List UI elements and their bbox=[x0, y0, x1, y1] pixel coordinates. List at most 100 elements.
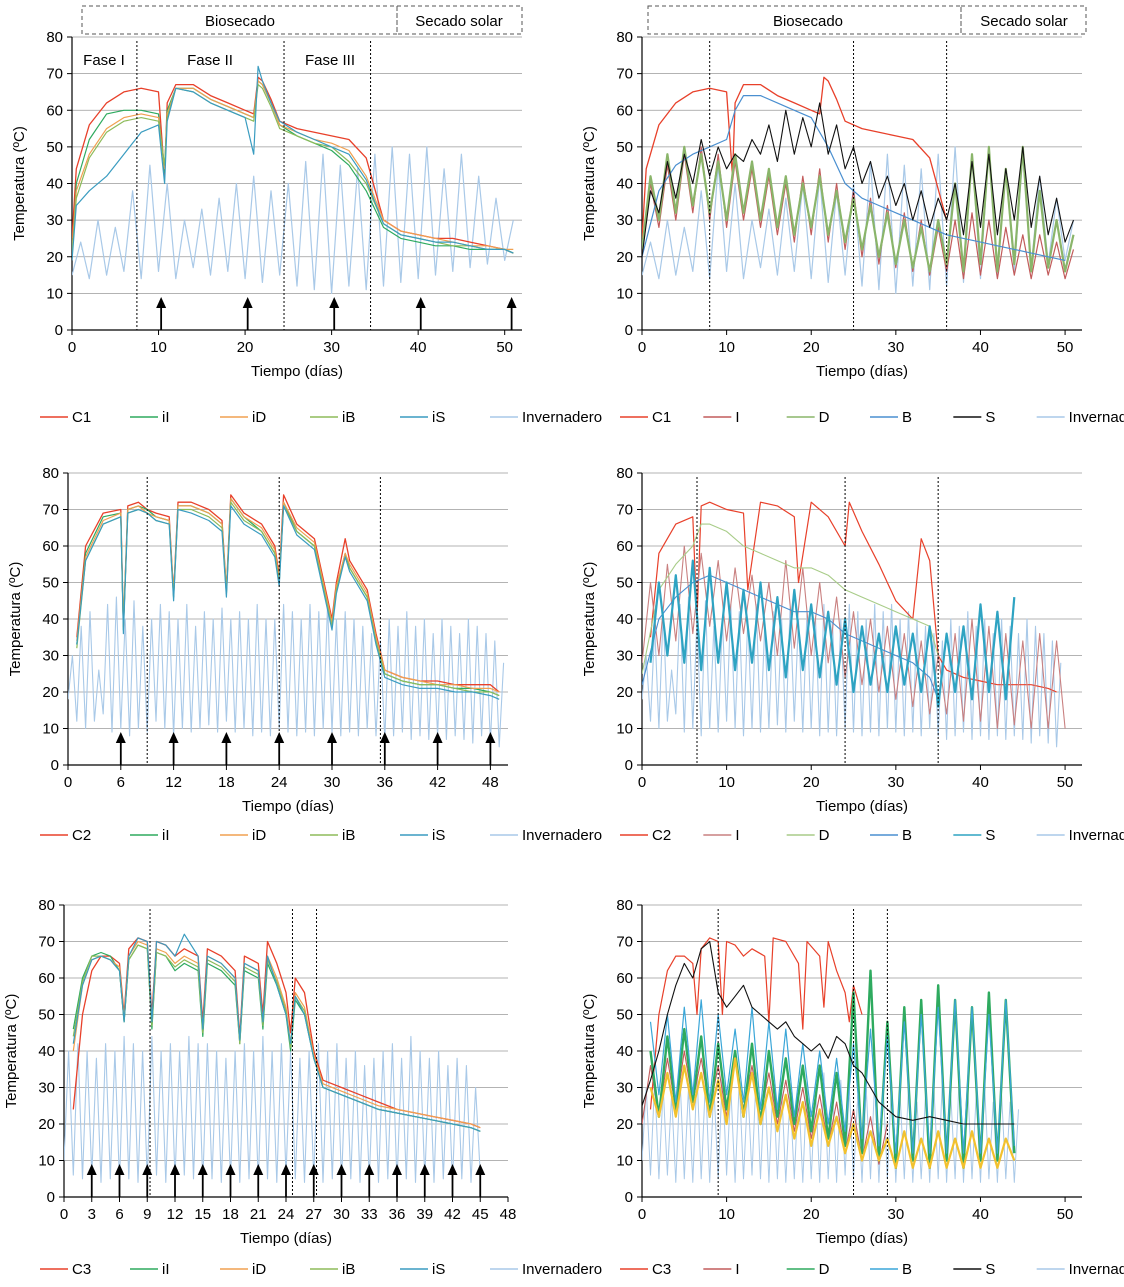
series-line-invernadero bbox=[64, 1035, 481, 1183]
x-tick-label: 36 bbox=[376, 774, 393, 791]
x-tick-label: 20 bbox=[803, 774, 820, 791]
x-tick-label: 33 bbox=[361, 1206, 378, 1223]
legend-label: Invernadero bbox=[1069, 409, 1124, 426]
y-tick-label: 30 bbox=[616, 648, 633, 665]
turning-arrow-head bbox=[168, 732, 179, 743]
x-tick-label: 50 bbox=[496, 339, 513, 356]
chart-c2-internal: 0 10 20 30 40 50 60 70 80 0 6 12 18 24 30 36 42 48 Tiempo … bbox=[7, 465, 602, 844]
x-tick-label: 15 bbox=[194, 1206, 211, 1223]
legend-label: S bbox=[985, 409, 995, 426]
y-tick-label: 10 bbox=[616, 285, 633, 302]
turning-arrow-head bbox=[415, 297, 426, 308]
x-tick-label: 20 bbox=[237, 339, 254, 356]
y-tick-label: 20 bbox=[42, 684, 59, 701]
turning-arrow-head bbox=[221, 732, 232, 743]
series-line-ii bbox=[76, 498, 500, 697]
x-axis-title: Tiempo (días) bbox=[816, 363, 908, 380]
series-line-c2 bbox=[76, 494, 500, 693]
y-tick-label: 70 bbox=[38, 934, 55, 951]
y-tick-label: 60 bbox=[38, 970, 55, 987]
legend-label: C3 bbox=[72, 1261, 91, 1278]
y-tick-label: 50 bbox=[42, 575, 59, 592]
turning-arrow-head bbox=[86, 1164, 97, 1175]
y-tick-label: 40 bbox=[38, 1043, 55, 1060]
series-line-is bbox=[72, 933, 481, 1132]
turning-arrow-head bbox=[419, 1164, 430, 1175]
turning-arrow-head bbox=[274, 732, 285, 743]
y-tick-label: 10 bbox=[616, 1153, 633, 1170]
legend-label: B bbox=[902, 1261, 912, 1278]
y-tick-label: 80 bbox=[616, 897, 633, 914]
turning-arrow-head bbox=[485, 732, 496, 743]
x-tick-label: 50 bbox=[1057, 1206, 1074, 1223]
legend-label: I bbox=[735, 409, 739, 426]
y-tick-label: 50 bbox=[38, 1007, 55, 1024]
y-tick-label: 20 bbox=[616, 1116, 633, 1133]
legend-label: C1 bbox=[652, 409, 671, 426]
x-tick-label: 12 bbox=[167, 1206, 184, 1223]
y-tick-label: 50 bbox=[616, 575, 633, 592]
y-tick-label: 40 bbox=[46, 176, 63, 193]
y-tick-label: 60 bbox=[42, 538, 59, 555]
y-tick-label: 80 bbox=[616, 29, 633, 46]
x-tick-label: 0 bbox=[68, 339, 76, 356]
legend-label: iS bbox=[432, 827, 445, 844]
y-tick-label: 40 bbox=[616, 1043, 633, 1060]
y-tick-label: 70 bbox=[616, 66, 633, 83]
series-line-is bbox=[72, 65, 514, 261]
x-tick-label: 48 bbox=[500, 1206, 517, 1223]
turning-arrow-head bbox=[115, 732, 126, 743]
series-line-b bbox=[642, 574, 939, 700]
legend-label: iD bbox=[252, 409, 266, 426]
y-axis-title: Temperatura (ºC) bbox=[11, 126, 28, 241]
x-tick-label: 0 bbox=[638, 1206, 646, 1223]
y-tick-label: 20 bbox=[616, 249, 633, 266]
chart-c2-surface: 0 10 20 30 40 50 60 70 80 0 10 20 30 40 50 Tiempo (días… bbox=[581, 465, 1124, 844]
x-tick-label: 20 bbox=[803, 1206, 820, 1223]
phase-labels: Fase I Fase II Fase III bbox=[83, 52, 355, 69]
x-tick-label: 27 bbox=[305, 1206, 322, 1223]
x-tick-label: 6 bbox=[117, 774, 125, 791]
y-tick-label: 80 bbox=[46, 29, 63, 46]
y-axis-title: Temperatura (ºC) bbox=[7, 562, 24, 677]
y-tick-label: 20 bbox=[46, 249, 63, 266]
series-line-b bbox=[649, 999, 1015, 1154]
y-tick-label: 20 bbox=[616, 684, 633, 701]
legend-label: C1 bbox=[72, 409, 91, 426]
x-tick-label: 24 bbox=[271, 774, 288, 791]
turning-arrow-head bbox=[506, 297, 517, 308]
y-tick-label: 80 bbox=[42, 465, 59, 482]
x-axis-title: Tiempo (días) bbox=[816, 1230, 908, 1247]
turning-arrow-head bbox=[308, 1164, 319, 1175]
series-line-ii bbox=[72, 944, 481, 1132]
y-tick-label: 50 bbox=[46, 139, 63, 156]
y-tick-label: 10 bbox=[46, 285, 63, 302]
plot-area bbox=[642, 76, 1075, 294]
x-tick-label: 0 bbox=[60, 1206, 68, 1223]
x-tick-label: 10 bbox=[718, 339, 735, 356]
legend-label: C2 bbox=[72, 827, 91, 844]
x-axis-title: Tiempo (días) bbox=[242, 798, 334, 815]
legend-label: iD bbox=[252, 1261, 266, 1278]
biosecado-box-left bbox=[81, 5, 398, 35]
series-line-c1 bbox=[642, 76, 948, 239]
chart-c1-surface: 0 10 20 30 40 50 60 70 80 0 10 20 30 40 50 Tiempo (días… bbox=[581, 29, 1124, 426]
y-tick-label: 30 bbox=[38, 1080, 55, 1097]
y-tick-label: 0 bbox=[47, 1189, 55, 1206]
series-line-id bbox=[76, 498, 500, 693]
turning-arrow-head bbox=[170, 1164, 180, 1175]
x-axis-title: Tiempo (días) bbox=[816, 798, 908, 815]
series-line-c1 bbox=[72, 76, 514, 254]
y-tick-label: 30 bbox=[46, 212, 63, 229]
y-tick-label: 30 bbox=[616, 1080, 633, 1097]
x-tick-label: 9 bbox=[143, 1206, 151, 1223]
x-tick-label: 42 bbox=[429, 774, 446, 791]
legend-label: iS bbox=[432, 409, 445, 426]
y-tick-label: 40 bbox=[42, 611, 59, 628]
turning-arrow-head bbox=[114, 1164, 125, 1175]
x-tick-label: 40 bbox=[972, 1206, 989, 1223]
x-axis-title: Tiempo (días) bbox=[251, 363, 343, 380]
legend-label: Invernadero bbox=[522, 409, 602, 426]
legend-label: C3 bbox=[652, 1261, 671, 1278]
